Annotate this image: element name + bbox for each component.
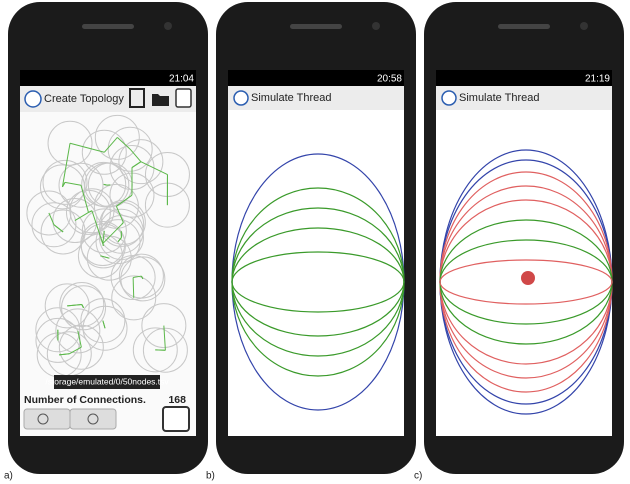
speaker bbox=[498, 24, 550, 29]
phone: 21:19 Simulate Thread bbox=[424, 2, 624, 474]
panel-label: a) bbox=[4, 471, 13, 482]
status-time: 21:19 bbox=[585, 74, 610, 85]
camera bbox=[372, 22, 380, 30]
zoom-in-button[interactable] bbox=[70, 409, 116, 429]
panel-label: c) bbox=[414, 471, 422, 482]
camera bbox=[580, 22, 588, 30]
connections-label: Number of Connections. bbox=[24, 394, 146, 406]
screen bbox=[436, 70, 612, 436]
screen-title: Simulate Thread bbox=[251, 92, 332, 104]
phone: 21:04 Create Topology /storage/emulated/… bbox=[8, 2, 208, 474]
checkbox-button[interactable] bbox=[176, 89, 191, 107]
phone: 20:58 Simulate Thread bbox=[216, 2, 416, 474]
zoom-out-button[interactable] bbox=[24, 409, 70, 429]
thread-dot bbox=[521, 271, 535, 285]
page: body { margin: 0; width: 630px; height: … bbox=[0, 0, 630, 484]
edge bbox=[103, 244, 104, 246]
body: {"phones": [ {"label": "a)", "status_tim… bbox=[0, 0, 630, 484]
screen bbox=[228, 70, 404, 436]
figure: 21:04 Create Topology /storage/emulated/… bbox=[0, 0, 630, 484]
screen-title: Create Topology bbox=[44, 93, 124, 105]
panel-label: b) bbox=[206, 471, 215, 482]
status-time: 21:04 bbox=[169, 74, 194, 85]
edge bbox=[133, 278, 134, 298]
file-path: /storage/emulated/0/50nodes.tsv bbox=[45, 376, 169, 386]
status-time: 20:58 bbox=[377, 74, 402, 85]
list-button[interactable] bbox=[163, 407, 189, 431]
speaker bbox=[290, 24, 342, 29]
speaker bbox=[82, 24, 134, 29]
camera bbox=[164, 22, 172, 30]
screen-title: Simulate Thread bbox=[459, 92, 540, 104]
app-icon bbox=[442, 91, 456, 105]
app-icon bbox=[25, 91, 41, 107]
connections-count: 168 bbox=[168, 394, 186, 406]
app-icon bbox=[234, 91, 248, 105]
